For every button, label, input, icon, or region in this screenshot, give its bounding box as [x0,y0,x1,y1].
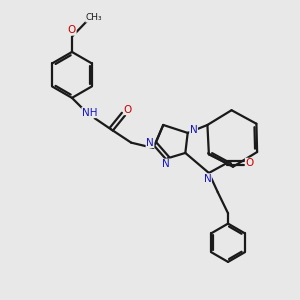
Text: CH₃: CH₃ [86,13,102,22]
Text: NH: NH [82,108,98,118]
Text: N: N [146,138,154,148]
Text: O: O [124,105,132,115]
Text: N: N [162,159,170,169]
Text: O: O [68,25,76,35]
Text: N: N [203,174,211,184]
Text: O: O [245,158,253,168]
Text: N: N [190,125,197,135]
